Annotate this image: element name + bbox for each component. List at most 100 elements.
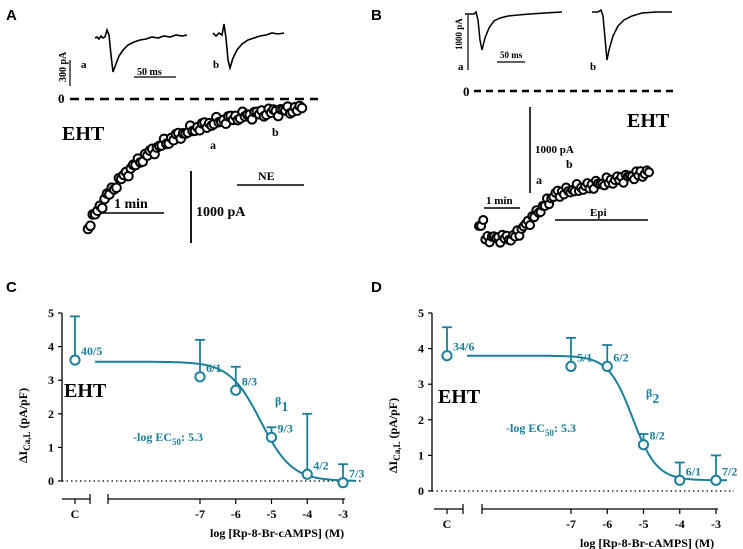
panel-d-data-point — [601, 360, 613, 372]
panel-c-beta-sub: 1 — [281, 400, 288, 415]
panel-d-x-tick-label: -7 — [566, 517, 576, 531]
panel-d-data-point-n-label: 5/1 — [577, 350, 592, 364]
panel-b-course-point — [525, 220, 535, 231]
panel-c-y-label-unit: (pA/pF) — [16, 388, 30, 432]
panel-b-zero-label: 0 — [463, 84, 470, 99]
panel-c-control-point — [69, 354, 81, 366]
panel-c-control-point-n-label: 40/5 — [81, 344, 102, 358]
panel-d-data-point — [674, 474, 686, 486]
panel-c-y-tick-label: 0 — [48, 474, 54, 488]
panel-a-course-point — [111, 182, 122, 194]
panel-d-control-point — [441, 350, 453, 362]
panel-d-beta-sub: 2 — [652, 392, 659, 407]
panel-b-time-course — [474, 165, 654, 248]
panel-c-data-point-n-label: 6/1 — [206, 361, 221, 375]
panel-b: B 1000 pA a b 50 ms 0 EHT 1000 pA a b Ep… — [371, 7, 676, 248]
panel-c-ehs-label: EHT — [64, 380, 107, 402]
panel-a-course-point — [96, 202, 108, 214]
panel-c-data-point-n-label: 7/3 — [349, 467, 364, 481]
panel-b-time-scale-label: 1 min — [486, 195, 513, 207]
panel-d-marks: 34/6 5/1 6/2 8/2 6/1 7/2 — [441, 326, 737, 486]
panel-a-trace-time-label: 50 ms — [137, 67, 162, 78]
panel-d-data-point-n-label: 6/2 — [613, 350, 628, 364]
panel-b-current-scale-label: 1000 pA — [535, 144, 574, 156]
panel-d-y-label-unit: (pA/pF) — [386, 398, 400, 442]
panel-c-letter: C — [6, 279, 17, 296]
panel-d-x-tick-label: -6 — [602, 517, 612, 531]
panel-d-data-point-n-label: 7/2 — [722, 464, 737, 478]
panel-c-y-tick-label: 2 — [48, 407, 54, 421]
panel-c-ec50-value: : 5.3 — [181, 430, 203, 444]
panel-d-x-tick-label: C — [443, 517, 452, 531]
panel-c-data-point — [337, 477, 349, 489]
panel-a-course-point — [296, 102, 308, 114]
panel-d-fit-curve — [467, 354, 727, 482]
panel-d-y-tick-label: 3 — [418, 377, 424, 391]
panel-c-y-label-sub: Ca,L — [22, 432, 32, 451]
panel-d-x-tick-label: -3 — [711, 517, 721, 531]
panel-d-ec50-label: -log EC50: 5.3 — [506, 421, 576, 438]
panel-c-ec50-sub: 50 — [172, 437, 182, 447]
panel-c-x-tick-label: -4 — [302, 507, 312, 521]
panel-d-y-label-sub: Ca,L — [392, 442, 402, 461]
panel-d-y-tick-label: 4 — [418, 342, 424, 356]
panel-d-x-tick-label: -5 — [639, 517, 649, 531]
panel-c-x-tick-label: -3 — [338, 507, 348, 521]
panel-c-y-tick-label: 1 — [48, 440, 54, 454]
panel-a-trace-b-label: b — [213, 59, 219, 71]
panel-c-y-axis-label: ΔICa,L (pA/pF) — [16, 388, 32, 463]
panel-d-data-point — [565, 360, 577, 372]
panel-a-time-scale-label: 1 min — [114, 197, 148, 212]
panel-d-data-point — [710, 474, 722, 486]
panel-a-trace-a-label: a — [81, 59, 87, 71]
panel-a: A 300 pA a b 50 ms 0 EHT a b NE 1 min 10… — [6, 7, 318, 243]
panel-a-current-scale-label: 1000 pA — [196, 205, 246, 220]
panel-c-y-tick-label: 3 — [48, 373, 54, 387]
panel-c-receptor-label: β1 — [275, 394, 288, 415]
panel-b-course-point — [478, 214, 489, 225]
panel-c-axes: 0 1 2 3 4 5 ΔICa,L (pA/pF) C -7 -6 -5 -4 -3 log [Rp-8… — [16, 306, 361, 540]
panel-b-trace-a-label: a — [458, 61, 464, 73]
panel-d-ec50-value: : 5.3 — [554, 421, 576, 435]
panel-d-ec50-text: -log EC — [506, 421, 545, 435]
panel-d-x-axis-label: log [Rp-8-Br-cAMPS] (M) — [580, 536, 714, 549]
panel-c-data-point-n-label: 4/2 — [313, 458, 328, 472]
panel-d-data-point-n-label: 6/1 — [686, 464, 701, 478]
panel-a-ehs-label: EHT — [62, 123, 105, 145]
panel-a-zero-label: 0 — [58, 91, 65, 106]
panel-b-drug-label: Epi — [590, 207, 607, 219]
panel-c-data-point — [301, 468, 313, 480]
panel-c-y-tick-label: 5 — [48, 306, 54, 320]
panel-b-letter: B — [371, 7, 382, 24]
panel-c-y-label-main: ΔI — [16, 450, 30, 463]
panel-b-course-point — [644, 167, 654, 178]
panel-d-y-tick-label: 5 — [418, 306, 424, 320]
panel-c-x-tick-label: C — [71, 507, 80, 521]
panel-b-point-b-label: b — [566, 157, 573, 171]
panel-c-x-tick-label: -5 — [267, 507, 277, 521]
panel-a-drug-label: NE — [258, 169, 275, 183]
panel-c-data-point-n-label: 9/3 — [278, 421, 293, 435]
panel-c-x-tick-label: -6 — [231, 507, 241, 521]
panel-d-control-point-n-label: 34/6 — [453, 340, 474, 354]
panel-c-ec50-label: -log EC50: 5.3 — [133, 430, 203, 447]
panel-d-y-label-main: ΔI — [386, 460, 400, 473]
panel-c-x-axis-label: log [Rp-8-Br-cAMPS] (M) — [210, 526, 344, 540]
panel-d-x-tick-label: -4 — [675, 517, 685, 531]
panel-c-beta: β — [275, 394, 281, 408]
panel-a-trace-b — [212, 23, 285, 72]
panel-c-data-point — [194, 371, 206, 383]
panel-d-letter: D — [371, 279, 382, 296]
panel-d-y-axis-label: ΔICa,L (pA/pF) — [386, 398, 402, 473]
panel-b-ehs-label: EHT — [627, 110, 670, 132]
panel-a-time-course — [82, 100, 308, 235]
panel-c-ec50-text: -log EC — [133, 430, 172, 444]
panel-d-data-point — [637, 439, 650, 451]
panel-b-trace-time-label: 50 ms — [500, 50, 523, 60]
panel-d-axes: 0 1 2 3 4 5 ΔICa,L (pA/pF) C -7 -6 -5 -4 -3 log [Rp-8… — [386, 306, 734, 549]
panel-c-data-point-n-label: 8/3 — [242, 374, 257, 388]
panel-d-beta: β — [646, 386, 652, 400]
panel-c-x-tick-label: -7 — [195, 507, 205, 521]
panel-b-trace-a — [465, 10, 563, 51]
